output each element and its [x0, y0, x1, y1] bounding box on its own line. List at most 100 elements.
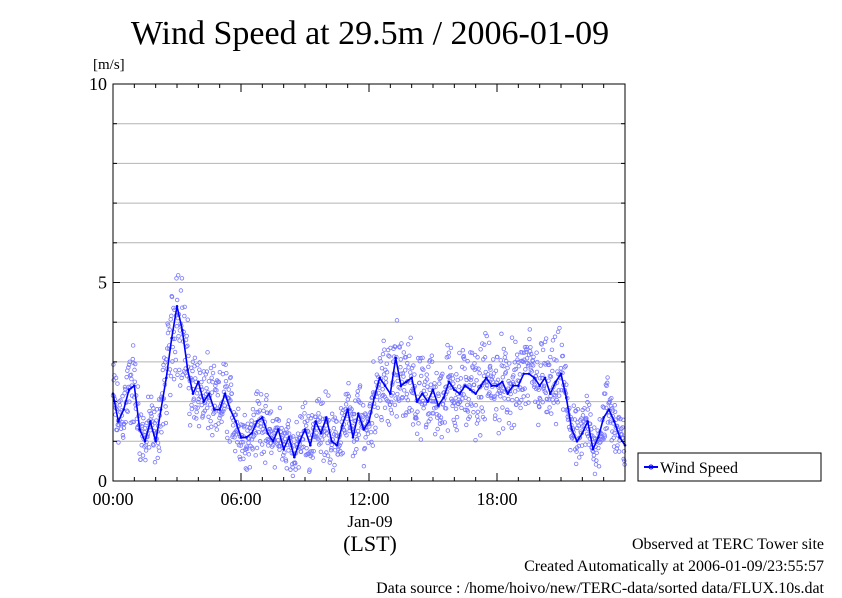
- scatter-point: [208, 365, 214, 371]
- scatter-point: [476, 418, 481, 423]
- scatter-point: [129, 376, 134, 382]
- scatter-point: [425, 384, 430, 389]
- series-point: [239, 436, 243, 439]
- series-point: [181, 328, 184, 332]
- scatter-point: [121, 425, 127, 431]
- series-point: [431, 388, 435, 391]
- scatter-point: [393, 344, 398, 349]
- scatter-point: [451, 381, 456, 386]
- scatter-point: [500, 426, 506, 431]
- scatter-point: [209, 375, 214, 380]
- scatter-point: [440, 371, 445, 377]
- scatter-point: [374, 413, 379, 418]
- scatter-point: [152, 460, 158, 465]
- scatter-point: [270, 418, 275, 424]
- legend: Wind Speed: [637, 452, 822, 482]
- scatter-point: [584, 393, 589, 399]
- scatter-point: [228, 382, 234, 387]
- scatter-point: [487, 390, 492, 395]
- scatter-point: [253, 453, 258, 458]
- scatter-point: [250, 445, 255, 450]
- scatter-point: [464, 377, 469, 383]
- scatter-point: [529, 369, 535, 374]
- scatter-point: [127, 359, 132, 364]
- scatter-point: [329, 411, 335, 417]
- series-point: [575, 440, 579, 443]
- scatter-point: [564, 382, 569, 387]
- scatter-point: [558, 365, 564, 371]
- scatter-point: [224, 429, 230, 435]
- scatter-point: [166, 323, 171, 328]
- scatter-point: [281, 452, 286, 458]
- scatter-point: [556, 388, 561, 393]
- scatter-point: [224, 370, 229, 376]
- scatter-point: [115, 381, 120, 386]
- scatter-point: [318, 441, 323, 446]
- scatter-point: [453, 423, 458, 429]
- scatter-point: [527, 336, 532, 342]
- series-point: [298, 440, 301, 443]
- scatter-point: [493, 368, 499, 373]
- scatter-point: [502, 355, 508, 360]
- scatter-point: [535, 400, 541, 405]
- scatter-point: [521, 350, 527, 356]
- scatter-point: [510, 397, 515, 403]
- scatter-point: [240, 439, 246, 445]
- scatter-point: [462, 356, 467, 362]
- series-point: [122, 408, 125, 411]
- scatter-point: [217, 369, 223, 375]
- scatter-point: [265, 410, 270, 416]
- scatter-point: [149, 414, 154, 419]
- scatter-point: [268, 428, 273, 433]
- scatter-point: [219, 419, 224, 425]
- scatter-point: [334, 419, 339, 424]
- scatter-point: [282, 430, 287, 436]
- scatter-point: [547, 405, 552, 410]
- scatter-point: [400, 371, 405, 376]
- scatter-point: [514, 352, 520, 357]
- scatter-point: [452, 420, 457, 425]
- scatter-point: [378, 359, 383, 364]
- scatter-point: [157, 448, 162, 454]
- scatter-point: [462, 383, 468, 388]
- scatter-point: [350, 453, 356, 459]
- scatter-point: [210, 379, 215, 385]
- scatter-point: [433, 431, 438, 437]
- scatter-point: [302, 411, 307, 416]
- scatter-point: [396, 398, 402, 403]
- scatter-point: [428, 382, 433, 387]
- scatter-point: [323, 389, 328, 394]
- scatter-point: [290, 473, 296, 479]
- series-point: [229, 408, 232, 411]
- scatter-point: [223, 362, 228, 367]
- scatter-point: [496, 431, 501, 436]
- scatter-point: [149, 394, 154, 400]
- series-point: [602, 416, 605, 419]
- scatter-point: [446, 350, 452, 355]
- scatter-point: [439, 434, 444, 440]
- x-tick-label: 00:00: [92, 489, 133, 509]
- series-point: [245, 436, 248, 439]
- scatter-point: [168, 317, 173, 322]
- scatter-point: [353, 398, 358, 403]
- scatter-point: [429, 353, 435, 358]
- scatter-point: [436, 391, 441, 396]
- scatter-point: [239, 439, 244, 445]
- scatter-point: [286, 431, 292, 436]
- scatter-point: [506, 396, 511, 402]
- scatter-point: [328, 447, 334, 453]
- scatter-point: [473, 366, 479, 371]
- series-point: [495, 384, 499, 388]
- scatter-point: [196, 399, 201, 405]
- scatter-point: [503, 351, 508, 356]
- scatter-point: [169, 294, 175, 300]
- scatter-point: [447, 373, 453, 378]
- scatter-point: [562, 365, 567, 370]
- scatter-point: [254, 445, 260, 451]
- series-point: [170, 336, 173, 340]
- scatter-point: [550, 338, 556, 343]
- scatter-point: [165, 330, 171, 336]
- scatter-point: [177, 367, 182, 373]
- scatter-point: [473, 403, 479, 408]
